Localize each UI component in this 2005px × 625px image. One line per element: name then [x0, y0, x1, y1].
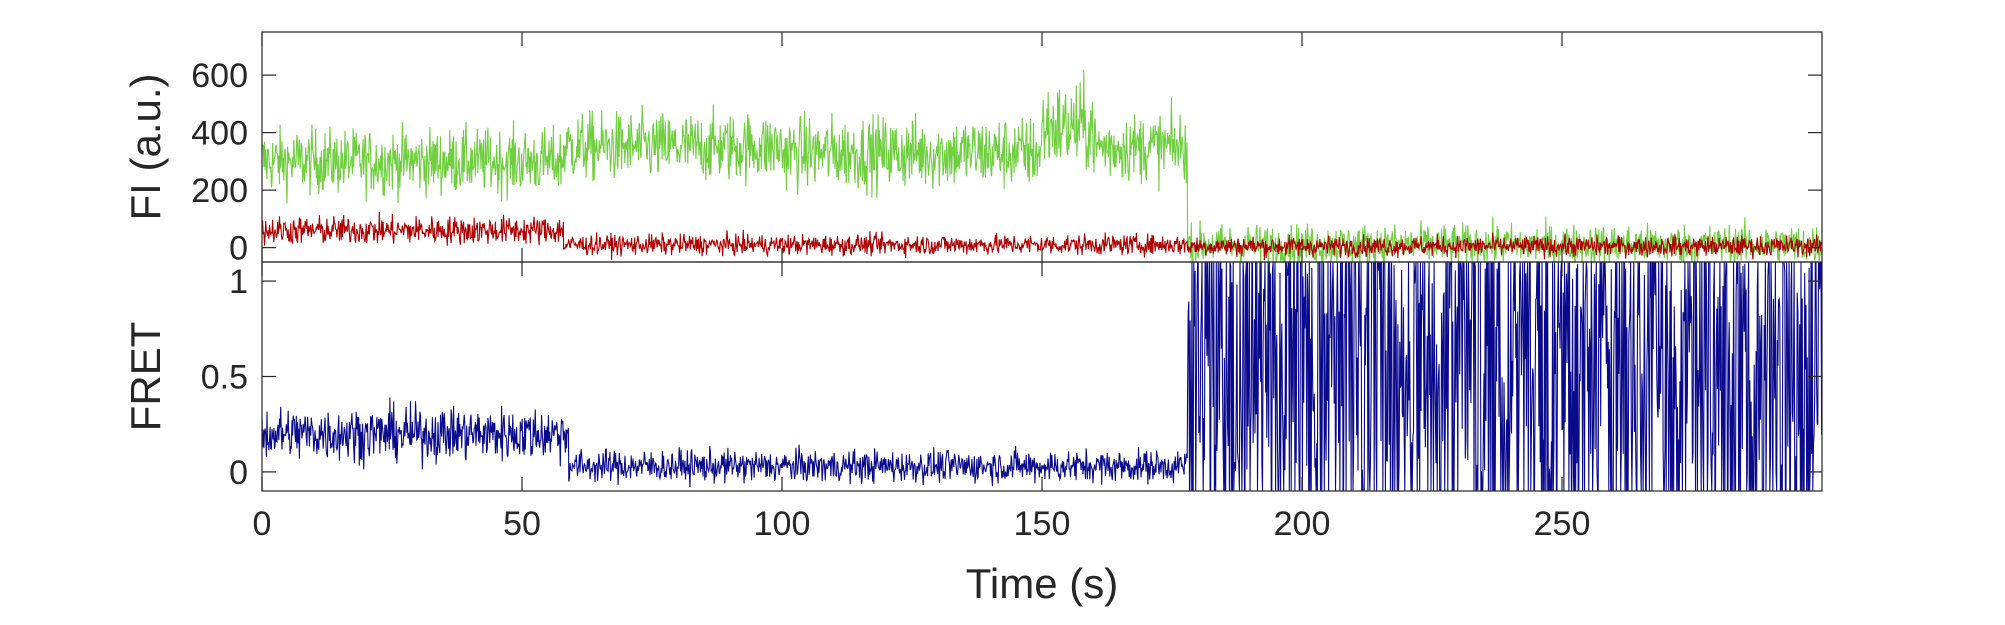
x-tick-label: 250 [1534, 505, 1591, 543]
series-line-bottom-0 [262, 262, 1822, 491]
fluorescence-panel: 0 200 400 600 FI (a.u.) [122, 31, 1823, 268]
y-axis-title-bottom: FRET [122, 322, 169, 432]
x-tick-label: 0 [253, 505, 272, 543]
x-tick-label: 100 [754, 505, 811, 543]
y-tick-label: 200 [191, 172, 248, 210]
y-tick-label: 1 [229, 263, 248, 301]
x-axis-title: Time (s) [966, 560, 1118, 607]
y-tick-label: 0 [229, 230, 248, 268]
x-tick-label: 150 [1014, 505, 1071, 543]
y-tick-label: 0.5 [201, 359, 248, 397]
x-tick-label: 200 [1274, 505, 1331, 543]
y-tick-label: 400 [191, 115, 248, 153]
x-tick-label: 50 [503, 505, 541, 543]
fret-panel: 0 0.5 1 0 50 100 150 200 250 FRET Time (s) [122, 261, 1823, 607]
y-tick-label: 600 [191, 57, 248, 95]
y-tick-label: 0 [229, 454, 248, 492]
y-axis-title-top: FI (a.u.) [122, 73, 169, 220]
